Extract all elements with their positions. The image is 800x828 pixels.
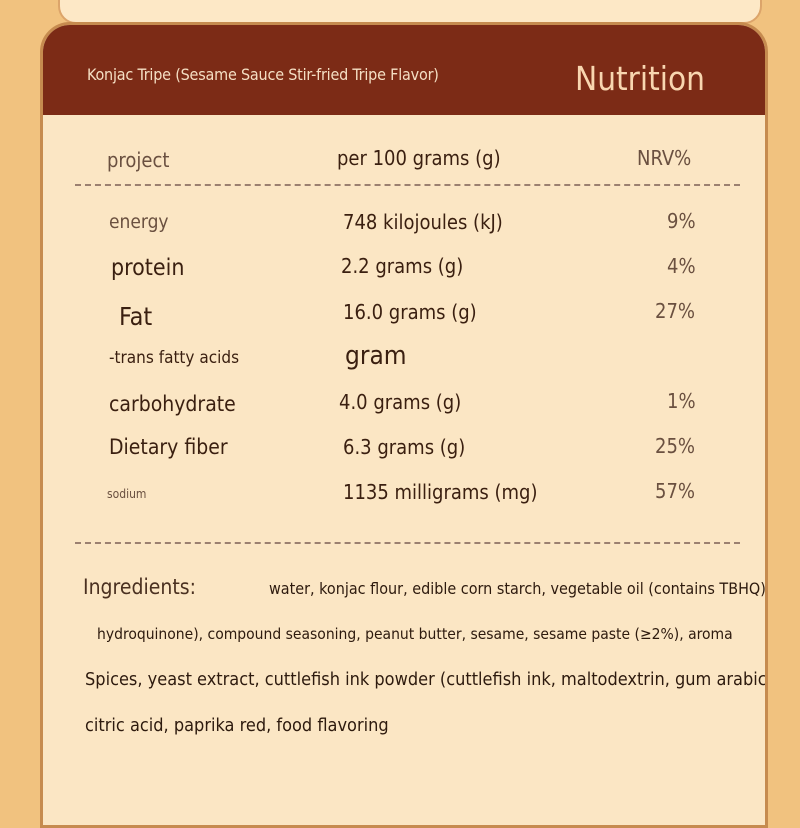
row-item-carbohydrate: carbohydrate [109, 392, 236, 416]
row-item-protein: protein [111, 255, 185, 281]
top-tab-decoration [58, 0, 762, 24]
column-header-amount: per 100 grams (g) [337, 146, 501, 170]
panel-title: Nutrition [575, 59, 705, 98]
ingredients-line-3: Spices, yeast extract, cuttlefish ink po… [85, 669, 768, 690]
row-amount-fat: 16.0 grams (g) [343, 300, 477, 324]
row-amount-energy: 748 kilojoules (kJ) [343, 210, 503, 234]
row-item-dietary-fiber: Dietary fiber [109, 435, 228, 459]
column-header-project: project [107, 148, 170, 172]
nutrition-panel: Konjac Tripe (Sesame Sauce Stir-fried Tr… [40, 22, 768, 828]
row-nrv-energy: 9% [667, 209, 696, 233]
row-amount-carbohydrate: 4.0 grams (g) [339, 390, 462, 414]
ingredients-line-1: water, konjac flour, edible corn starch,… [269, 579, 766, 598]
row-nrv-protein: 4% [667, 254, 696, 278]
row-item-fat: Fat [119, 302, 153, 331]
row-amount-trans-fat: gram [345, 341, 407, 371]
row-item-energy: energy [109, 211, 169, 233]
ingredients-line-4: citric acid, paprika red, food flavoring [85, 715, 389, 736]
row-nrv-sodium: 57% [655, 479, 695, 503]
row-amount-sodium: 1135 milligrams (mg) [343, 480, 538, 504]
divider-top [75, 184, 740, 186]
product-name: Konjac Tripe (Sesame Sauce Stir-fried Tr… [87, 65, 439, 84]
row-nrv-carbohydrate: 1% [667, 389, 696, 413]
row-amount-protein: 2.2 grams (g) [341, 254, 464, 278]
row-item-sodium: sodium [107, 487, 147, 501]
divider-bottom [75, 542, 740, 544]
row-nrv-fat: 27% [655, 299, 695, 323]
ingredients-line-2: hydroquinone), compound seasoning, peanu… [97, 625, 733, 643]
ingredients-label: Ingredients: [83, 575, 196, 599]
row-item-trans-fat: -trans fatty acids [109, 348, 240, 368]
column-header-nrv: NRV% [637, 146, 692, 170]
row-amount-dietary-fiber: 6.3 grams (g) [343, 435, 466, 459]
row-nrv-dietary-fiber: 25% [655, 434, 695, 458]
panel-header: Konjac Tripe (Sesame Sauce Stir-fried Tr… [43, 25, 765, 115]
